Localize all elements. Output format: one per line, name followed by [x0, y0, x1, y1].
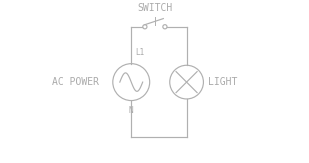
Text: L1: L1: [135, 48, 144, 57]
Text: AC POWER: AC POWER: [52, 77, 99, 87]
Text: LIGHT: LIGHT: [208, 77, 238, 87]
Text: SWITCH: SWITCH: [137, 3, 172, 13]
Text: N: N: [129, 106, 133, 115]
